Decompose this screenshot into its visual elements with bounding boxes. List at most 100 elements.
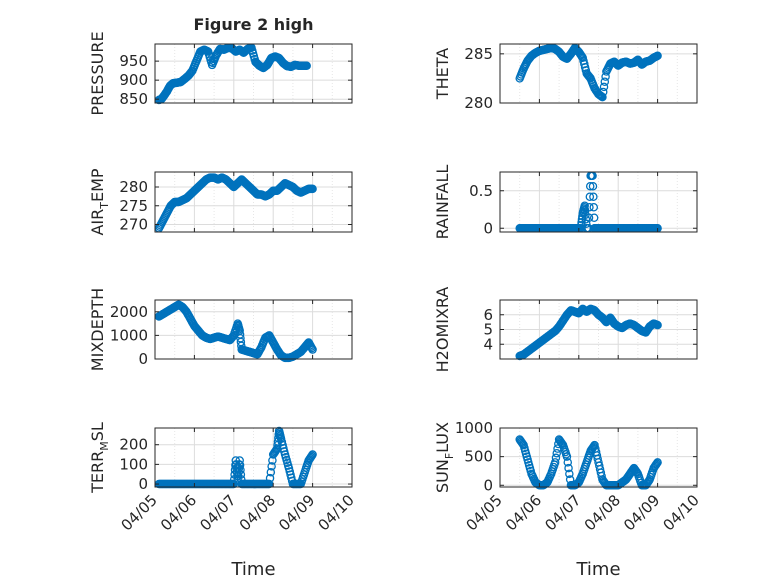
x-axis-label: Time bbox=[575, 559, 620, 580]
y-axis-label: AIRTEMP bbox=[88, 168, 111, 235]
data-point bbox=[598, 87, 608, 97]
y-axis-label: TERRMSL bbox=[88, 422, 111, 494]
data-point bbox=[596, 468, 606, 477]
data-point bbox=[301, 61, 311, 70]
data-point bbox=[235, 460, 245, 470]
y-tick-label: 850 bbox=[119, 90, 148, 108]
axes-box bbox=[154, 427, 353, 488]
x-tick-label: 04/09 bbox=[620, 491, 663, 534]
data-point bbox=[307, 451, 317, 460]
y-axis-label: MIXDEPTH bbox=[88, 288, 107, 371]
data-point bbox=[552, 448, 561, 458]
data-point bbox=[564, 463, 573, 473]
y-tick-label: 280 bbox=[119, 178, 148, 196]
data-point bbox=[307, 184, 317, 194]
data-point bbox=[585, 192, 595, 201]
y-tick-label: 200 bbox=[119, 436, 148, 454]
x-tick-label: 04/06 bbox=[502, 491, 545, 534]
data-point bbox=[592, 451, 602, 460]
data-point bbox=[597, 92, 606, 101]
data-point bbox=[588, 181, 598, 191]
y-tick-label: 500 bbox=[464, 448, 493, 466]
x-tick-label: 04/10 bbox=[660, 491, 703, 534]
axes-box bbox=[499, 427, 698, 488]
data-point bbox=[235, 460, 244, 469]
axes-box bbox=[154, 299, 353, 360]
data-point bbox=[551, 453, 561, 463]
x-tick-label: 04/07 bbox=[541, 491, 584, 534]
data-point bbox=[295, 479, 305, 489]
data-point bbox=[565, 469, 574, 479]
x-tick-label: 04/09 bbox=[275, 491, 318, 534]
y-tick-label: 0 bbox=[483, 476, 493, 494]
subplot-4: 0 0.5 RAINFALL bbox=[433, 165, 698, 240]
y-tick-label: 285 bbox=[464, 45, 493, 63]
data-point bbox=[522, 452, 532, 461]
data-point bbox=[235, 325, 244, 334]
chart-title: Figure 2 high bbox=[194, 15, 314, 34]
data-point bbox=[585, 202, 594, 212]
data-point bbox=[307, 343, 317, 353]
data-point bbox=[236, 337, 246, 347]
data-point bbox=[561, 450, 571, 459]
data-point bbox=[577, 52, 587, 61]
y-tick-label: 0.5 bbox=[469, 182, 493, 200]
y-tick-label: 4 bbox=[483, 335, 493, 353]
data-point bbox=[283, 461, 293, 470]
axes-box bbox=[154, 43, 353, 104]
x-axis-label: Time bbox=[230, 559, 275, 580]
subplot-6: 456 H2OMIXRA bbox=[433, 287, 698, 373]
y-tick-label: 950 bbox=[119, 52, 148, 70]
data-point bbox=[227, 333, 237, 342]
data-point bbox=[599, 82, 609, 92]
data-point bbox=[267, 462, 276, 471]
y-tick-label: 900 bbox=[119, 71, 148, 89]
data-point bbox=[563, 458, 573, 467]
x-tick-label: 04/05 bbox=[463, 491, 506, 534]
data-point bbox=[228, 479, 238, 489]
data-point bbox=[264, 479, 273, 489]
y-axis-label: RAINFALL bbox=[433, 165, 452, 240]
y-tick-label: 1000 bbox=[455, 419, 493, 437]
x-tick-label: 04/06 bbox=[157, 491, 200, 534]
data-point bbox=[585, 181, 595, 191]
data-point bbox=[236, 465, 245, 475]
x-tick-label: 04/08 bbox=[581, 491, 624, 534]
data-point bbox=[236, 470, 246, 479]
data-point bbox=[600, 77, 610, 87]
y-axis-label: SUNFLUX bbox=[433, 422, 456, 493]
data-point bbox=[589, 202, 599, 212]
axes-box bbox=[499, 43, 698, 104]
data-point bbox=[652, 51, 662, 61]
data-point bbox=[279, 447, 289, 456]
y-axis-label: THETA bbox=[433, 48, 452, 100]
x-tick-label: 04/07 bbox=[196, 491, 239, 534]
y-tick-label: 100 bbox=[119, 455, 148, 473]
y-tick-label: 2000 bbox=[110, 303, 148, 321]
y-axis-label: PRESSURE bbox=[88, 31, 107, 115]
x-tick-label: 04/08 bbox=[236, 491, 279, 534]
y-tick-label: 5 bbox=[483, 321, 493, 339]
y-tick-label: 280 bbox=[464, 94, 493, 112]
y-tick-label: 0 bbox=[138, 475, 148, 493]
axes-background bbox=[155, 428, 352, 487]
y-tick-label: 1000 bbox=[110, 326, 148, 344]
x-tick-label: 04/10 bbox=[315, 491, 358, 534]
axes-box bbox=[499, 171, 698, 233]
y-tick-label: 0 bbox=[483, 219, 493, 237]
data-point bbox=[652, 459, 662, 468]
data-point bbox=[584, 213, 594, 222]
y-axis-label: H2OMIXRA bbox=[433, 287, 452, 373]
data-point bbox=[589, 192, 598, 201]
data-point bbox=[276, 432, 285, 442]
x-tick-label: 04/05 bbox=[118, 491, 161, 534]
data-point bbox=[589, 213, 599, 222]
data-point bbox=[652, 320, 662, 330]
y-tick-label: 270 bbox=[119, 216, 148, 234]
